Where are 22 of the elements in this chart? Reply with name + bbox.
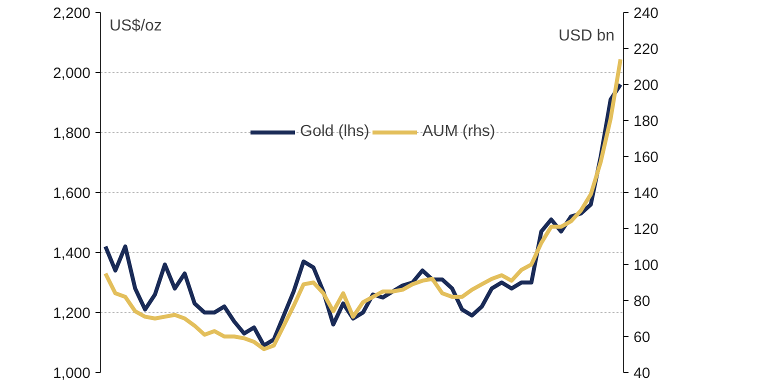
- y-tick-label: 1,200: [52, 305, 91, 322]
- y2-tick-label: 180: [634, 113, 659, 130]
- y2-tick-label: 220: [634, 41, 659, 58]
- y2-tick-label: 80: [634, 293, 650, 310]
- y2-tick-label: 60: [634, 329, 650, 346]
- y-tick-label: 1,400: [52, 245, 91, 262]
- y2-tick-label: 240: [634, 5, 659, 22]
- y-tick-label: 1,600: [52, 185, 91, 202]
- y-tick-label: 2,000: [52, 65, 91, 82]
- y2-tick-label: 200: [634, 77, 659, 94]
- y2-tick-label: 120: [634, 221, 659, 238]
- y2-axis-title: USD bn: [558, 28, 615, 44]
- y2-tick-label: 100: [634, 257, 659, 274]
- y2-tick-label: 140: [634, 185, 659, 202]
- legend-label: AUM (rhs): [422, 123, 496, 141]
- y2-tick-label: 40: [634, 365, 650, 382]
- y-axis-title: US$/oz: [109, 18, 162, 34]
- y-tick-label: 2,200: [52, 5, 91, 22]
- y2-tick-label: 160: [634, 149, 659, 166]
- legend-label: Gold (lhs): [300, 123, 370, 141]
- y-tick-label: 1,800: [52, 125, 91, 142]
- y-tick-label: 1,000: [52, 365, 91, 382]
